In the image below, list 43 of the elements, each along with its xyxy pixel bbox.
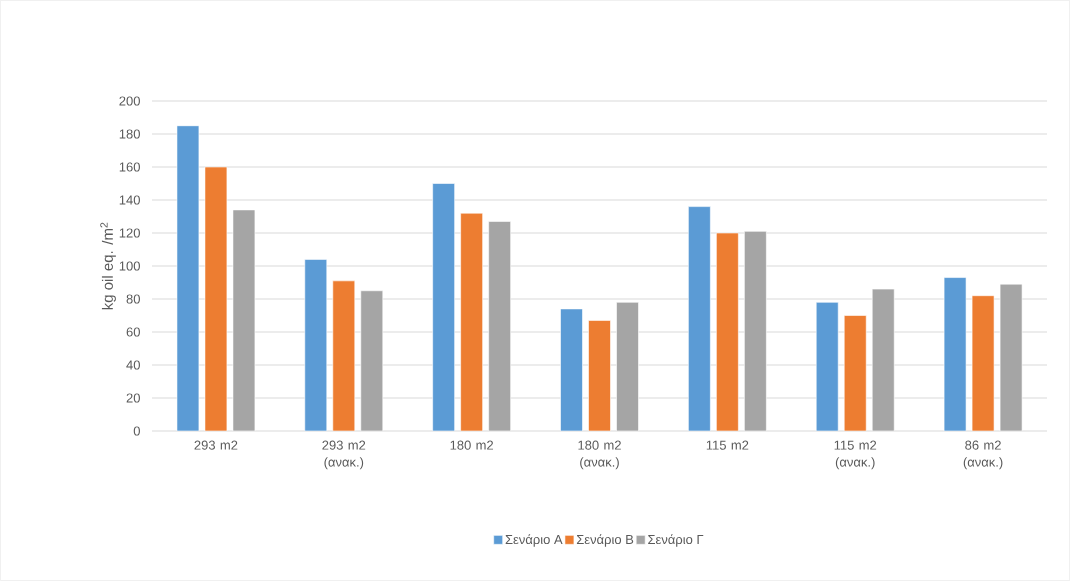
bar bbox=[304, 259, 328, 431]
y-tick-label: 140 bbox=[119, 195, 140, 205]
bar bbox=[716, 232, 739, 431]
y-tick-label: 100 bbox=[119, 261, 140, 271]
legend-label: Σενάριο Β bbox=[576, 534, 634, 547]
bar bbox=[460, 212, 483, 431]
bar bbox=[432, 183, 455, 431]
bar bbox=[744, 231, 767, 431]
y-tick-label: 120 bbox=[119, 228, 140, 238]
y-tick-label: 80 bbox=[126, 294, 140, 304]
x-tick-label: 180 m2 (ανακ.) bbox=[578, 440, 621, 470]
bar bbox=[616, 302, 639, 431]
y-tick-label: 20 bbox=[126, 393, 140, 403]
bar bbox=[871, 288, 895, 431]
bar bbox=[999, 283, 1023, 431]
bar bbox=[971, 295, 995, 431]
y-axis-title: kg oil eq. /m$^{2}$ bbox=[100, 222, 116, 310]
y-tick-label: 200 bbox=[119, 96, 140, 106]
bar bbox=[488, 221, 511, 431]
x-tick-label: 86 m2 (ανακ.) bbox=[963, 440, 1003, 470]
x-tick-label: 115 m2 bbox=[706, 440, 749, 450]
y-tick-label: 0 bbox=[133, 426, 140, 436]
bar bbox=[688, 206, 711, 431]
y-tick-label: 160 bbox=[119, 162, 140, 172]
x-tick-label: 293 m2 (ανακ.) bbox=[322, 440, 366, 470]
bar bbox=[204, 166, 228, 431]
bar bbox=[332, 280, 356, 431]
x-tick-label: 115 m2 (ανακ.) bbox=[834, 440, 877, 470]
legend-label: Σενάριο Α bbox=[505, 534, 563, 547]
bar bbox=[560, 308, 583, 431]
y-tick-label: 180 bbox=[119, 129, 140, 139]
y-tick-label: 60 bbox=[126, 327, 140, 337]
x-tick-label: 180 m2 bbox=[450, 440, 494, 450]
legend-label: Σενάριο Γ bbox=[648, 534, 704, 547]
y-tick-label: 40 bbox=[126, 360, 140, 370]
bar bbox=[588, 320, 611, 431]
bar bbox=[815, 302, 839, 431]
x-tick-label: 293 m2 bbox=[194, 440, 238, 450]
bar bbox=[360, 290, 384, 431]
bar bbox=[176, 125, 200, 431]
bar bbox=[943, 277, 967, 431]
bar bbox=[232, 209, 256, 431]
bar bbox=[843, 315, 867, 431]
